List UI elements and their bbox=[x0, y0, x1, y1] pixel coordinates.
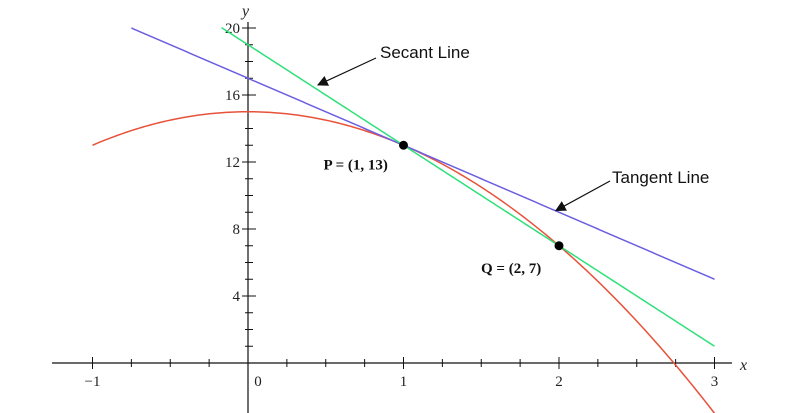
axes bbox=[52, 22, 732, 413]
secant-line bbox=[221, 27, 715, 347]
x-tick-label: −1 bbox=[85, 374, 101, 390]
tangent-line-label: Tangent Line bbox=[612, 168, 709, 187]
x-tick-label: 2 bbox=[555, 374, 563, 390]
secant-line-label: Secant Line bbox=[380, 43, 470, 62]
point-p bbox=[399, 140, 408, 150]
y-tick-label: 16 bbox=[225, 88, 241, 104]
annotation-arrow bbox=[554, 180, 611, 212]
point-label-p: P = (1, 13) bbox=[324, 157, 388, 173]
tangent-line bbox=[131, 27, 715, 280]
annotation-arrow bbox=[316, 57, 377, 86]
x-tick-label: 0 bbox=[254, 374, 262, 390]
series-group bbox=[92, 27, 716, 413]
point-label-q: Q = (2, 7) bbox=[481, 261, 541, 277]
x-axis-label: x bbox=[739, 357, 747, 374]
points-group: P = (1, 13) Q = (2, 7) bbox=[324, 140, 564, 277]
y-tick-label: 8 bbox=[233, 222, 241, 238]
y-axis-label: y bbox=[240, 3, 250, 20]
point-q bbox=[554, 241, 564, 251]
x-tick-label: 1 bbox=[400, 374, 408, 390]
x-tick-label: 3 bbox=[711, 374, 719, 390]
annotations-group: Secant Line Tangent Line bbox=[316, 43, 709, 212]
y-tick-label: 12 bbox=[225, 155, 240, 171]
y-tick-label: 4 bbox=[233, 289, 241, 305]
